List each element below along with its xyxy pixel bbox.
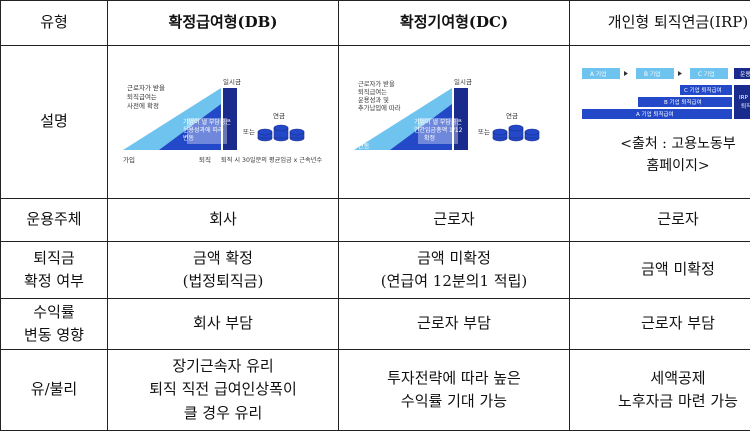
irp-b-benefit: B 기업 퇴직급여 <box>664 98 702 106</box>
fixed-db: 금액 확정 (법정퇴직금) <box>108 242 339 299</box>
db-overlay2: 운용성과에 따라 <box>183 126 224 134</box>
pros-cons-db-line1: 장기근속자 유리 <box>112 355 334 378</box>
db-desc-line2: 퇴직급여는 <box>127 92 157 101</box>
dc-pension-label: 연금 <box>506 112 518 120</box>
header-db: 확정급여형(DB) <box>108 1 339 46</box>
description-label: 설명 <box>1 46 108 199</box>
dc-overlay1: 기업이 낼 부담금은 <box>414 118 462 126</box>
db-axis-start: 가입 <box>123 155 135 164</box>
description-row: 설명 근로자가 받을 퇴직급여는 사전에 확정 일시금 기업이 낼 부담금은 운… <box>1 46 750 199</box>
pros-cons-irp-line1: 세액공제 <box>574 367 750 390</box>
irp-arrow-2 <box>678 71 682 76</box>
fixed-row: 퇴직금 확정 여부 금액 확정 (법정퇴직금) 금액 미확정 (연급여 12분의… <box>1 242 750 299</box>
header-type: 유형 <box>1 1 108 46</box>
dc-overlay2: 연간임금총액 1/12 <box>414 126 463 134</box>
dc-overlay3: 확정 <box>424 134 435 142</box>
irp-source-line1: <출처 : 고용노동부 <box>574 134 750 156</box>
irp-diagram-cell: A 기업 B 기업 C 기업 운용상품 C 기업 퇴직급여 B 기업 퇴직급여 … <box>570 46 750 199</box>
db-or-label: 또는 <box>243 128 255 136</box>
pros-cons-irp: 세액공제 노후자금 마련 가능 <box>570 350 750 431</box>
pros-cons-db-line3: 클 경우 유리 <box>112 402 334 425</box>
variance-irp: 근로자 부담 <box>570 299 750 350</box>
irp-box-total <box>734 85 750 119</box>
irp-source: <출처 : 고용노동부 홈페이지> <box>574 134 750 177</box>
variance-label-line2: 변동 영향 <box>5 324 103 347</box>
db-pension-label: 연금 <box>273 112 285 120</box>
irp-a-benefit: A 기업 퇴직급여 <box>636 110 674 118</box>
pros-cons-row: 유/불리 장기근속자 유리 퇴직 직전 급여인상폭이 클 경우 유리 투자전략에… <box>1 350 750 431</box>
fixed-dc: 금액 미확정 (연급여 12분의1 적립) <box>339 242 570 299</box>
db-axis-end: 퇴직 <box>199 155 211 164</box>
pros-cons-irp-line2: 노후자금 마련 가능 <box>574 390 750 413</box>
pros-cons-db-line2: 퇴직 직전 급여인상폭이 <box>112 378 334 401</box>
irp-operation: 운용상품 <box>740 70 750 78</box>
fixed-label: 퇴직금 확정 여부 <box>1 242 108 299</box>
operator-label: 운용주체 <box>1 199 108 242</box>
pros-cons-dc: 투자전략에 따라 높은 수익률 기대 가능 <box>339 350 570 431</box>
irp-company-b: B 기업 <box>644 70 661 78</box>
irp-company-c: C 기업 <box>698 70 715 78</box>
pros-cons-dc-line2: 수익률 기대 가능 <box>343 390 565 413</box>
header-irp: 개인형 퇴직연금(IRP) <box>570 1 750 46</box>
irp-company-a: A 기업 <box>590 70 606 78</box>
variance-dc: 근로자 부담 <box>339 299 570 350</box>
variance-row: 수익률 변동 영향 회사 부담 근로자 부담 근로자 부담 <box>1 299 750 350</box>
fixed-label-line2: 확정 여부 <box>5 270 103 293</box>
db-overlay1: 기업이 낼 부담금은 <box>183 118 231 126</box>
pros-cons-label: 유/불리 <box>1 350 108 431</box>
irp-label1: IRP 통산 <box>739 93 750 101</box>
db-diagram-cell: 근로자가 받을 퇴직급여는 사전에 확정 일시금 기업이 낼 부담금은 운용성과… <box>108 46 339 199</box>
db-overlay3: 변동 <box>183 134 195 142</box>
pros-cons-db: 장기근속자 유리 퇴직 직전 급여인상폭이 클 경우 유리 <box>108 350 339 431</box>
irp-diagram: A 기업 B 기업 C 기업 운용상품 C 기업 퇴직급여 B 기업 퇴직급여 … <box>580 66 750 126</box>
dc-diagram-cell: 근로자가 받을 퇴직급여는 운용성과 및 추가납입에 따라 변동 일시금 기업이… <box>339 46 570 199</box>
irp-source-line2: 홈페이지> <box>574 156 750 178</box>
operator-db: 회사 <box>108 199 339 242</box>
dc-desc-line3: 운용성과 및 <box>358 95 389 104</box>
variance-label-line1: 수익률 <box>5 301 103 324</box>
irp-label2: 퇴직급여 <box>741 102 750 110</box>
db-diagram: 근로자가 받을 퇴직급여는 사전에 확정 일시금 기업이 낼 부담금은 운용성과… <box>123 76 323 168</box>
dc-desc-line4: 추가납입에 따라 <box>358 103 401 112</box>
dc-coins <box>493 125 539 141</box>
operator-row: 운용주체 회사 근로자 근로자 <box>1 199 750 242</box>
header-row: 유형 확정급여형(DB) 확정기여형(DC) 개인형 퇴직연금(IRP) <box>1 1 750 46</box>
pros-cons-dc-line1: 투자전략에 따라 높은 <box>343 367 565 390</box>
fixed-label-line1: 퇴직금 <box>5 247 103 270</box>
operator-dc: 근로자 <box>339 199 570 242</box>
operator-irp: 근로자 <box>570 199 750 242</box>
db-coins <box>258 125 304 141</box>
db-formula: 퇴직 시 30일분의 평균임금 x 근속년수 <box>221 156 322 164</box>
fixed-dc-line1: 금액 미확정 <box>343 247 565 270</box>
dc-diagram: 근로자가 받을 퇴직급여는 운용성과 및 추가납입에 따라 변동 일시금 기업이… <box>354 76 554 168</box>
dc-lump-label: 일시금 <box>454 77 472 86</box>
fixed-db-line1: 금액 확정 <box>112 247 334 270</box>
variance-label: 수익률 변동 영향 <box>1 299 108 350</box>
irp-arrow-1 <box>624 71 628 76</box>
variance-db: 회사 부담 <box>108 299 339 350</box>
dc-desc-line2: 퇴직급여는 <box>358 87 387 96</box>
dc-desc-line1: 근로자가 받을 <box>358 79 395 88</box>
fixed-db-line2: (법정퇴직금) <box>112 270 334 293</box>
dc-or-label: 또는 <box>478 128 490 136</box>
irp-c-benefit: C 기업 퇴직급여 <box>684 86 722 94</box>
fixed-dc-line2: (연급여 12분의1 적립) <box>343 270 565 293</box>
db-desc-line1: 근로자가 받을 <box>127 83 165 92</box>
db-lump-label: 일시금 <box>223 77 241 86</box>
fixed-irp: 금액 미확정 <box>570 242 750 299</box>
db-desc-line3: 사전에 확정 <box>127 101 159 110</box>
header-dc: 확정기여형(DC) <box>339 1 570 46</box>
dc-desc-line5: 변동 <box>358 142 370 150</box>
